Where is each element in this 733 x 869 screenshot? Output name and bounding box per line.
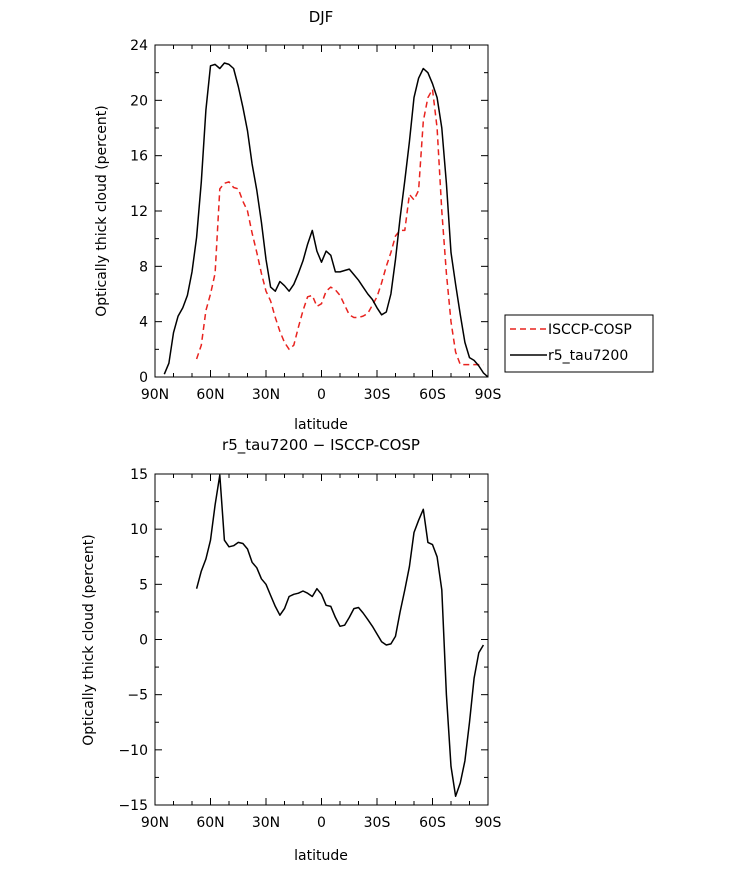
x-tick-label: 60S — [419, 815, 446, 831]
series-line-series-0 — [195, 474, 485, 797]
y-tick-label: 16 — [130, 149, 148, 165]
y-axis-label: Optically thick cloud (percent) — [81, 534, 97, 746]
legend-entry-isccp-cosp: ISCCP-COSP — [548, 322, 632, 338]
y-tick-label: 0 — [139, 370, 148, 386]
legend-entry-r5-tau7200: r5_tau7200 — [548, 348, 628, 364]
series-line-isccp-cosp — [195, 88, 484, 366]
plot-frame — [154, 44, 489, 378]
y-axis-label: Optically thick cloud (percent) — [94, 105, 110, 317]
x-tick-label: 30S — [364, 815, 391, 831]
x-axis-label: latitude — [294, 848, 348, 864]
x-tick-label: 30S — [364, 387, 391, 403]
x-tick-label: 90S — [475, 387, 502, 403]
x-axis-label: latitude — [294, 417, 348, 433]
series-line-r5-tau7200 — [163, 62, 489, 378]
x-tick-label: 0 — [317, 815, 326, 831]
y-tick-label: 5 — [139, 577, 148, 593]
x-tick-label: 90N — [141, 387, 169, 403]
y-tick-label: −15 — [118, 798, 148, 814]
tick-marks — [154, 473, 489, 806]
y-tick-label: 0 — [139, 633, 148, 649]
x-tick-label: 90S — [475, 815, 502, 831]
y-tick-label: 4 — [139, 315, 148, 331]
legend: ISCCP-COSP r5_tau7200 — [504, 314, 654, 373]
tick-marks — [154, 44, 489, 378]
x-tick-label: 30N — [252, 815, 280, 831]
y-tick-label: 15 — [130, 467, 148, 483]
x-tick-label: 0 — [317, 387, 326, 403]
legend-box — [504, 314, 654, 373]
y-tick-label: 20 — [130, 93, 148, 109]
y-tick-label: 10 — [130, 522, 148, 538]
chart-title: DJF — [309, 8, 334, 26]
x-tick-label: 60S — [419, 387, 446, 403]
y-tick-label: 12 — [130, 204, 148, 220]
y-tick-label: −5 — [127, 688, 148, 704]
chart-title: r5_tau7200 − ISCCP-COSP — [222, 436, 420, 455]
series-lines — [195, 474, 485, 797]
x-tick-label: 60N — [196, 387, 224, 403]
x-tick-label: 60N — [196, 815, 224, 831]
x-tick-label: 30N — [252, 387, 280, 403]
difference-panel: r5_tau7200 − ISCCP-COSP 90N 60N 30N 0 30S 60S… — [81, 436, 501, 864]
x-tick-label: 90N — [141, 815, 169, 831]
y-tick-label: 24 — [130, 38, 148, 54]
y-tick-label: −10 — [118, 743, 148, 759]
plot-frame — [154, 473, 489, 806]
y-tick-label: 8 — [139, 259, 148, 275]
tick-labels: 90N 60N 30N 0 30S 60S 90S 0 4 8 12 16 20 24 — [130, 38, 501, 403]
series-lines — [163, 62, 489, 378]
tick-labels: 90N 60N 30N 0 30S 60S 90S −15 −10 −5 0 5 10 15 — [118, 467, 501, 831]
djf-panel: DJF 90N 60N 30N 0 30S 60S 90S 0 4 8 12 16 20 24 latit… — [94, 8, 654, 433]
